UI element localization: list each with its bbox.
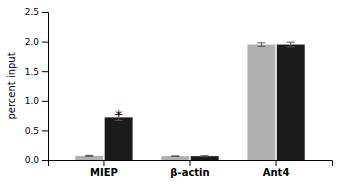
y-axis: 0.0 0.5 1.0 1.5 2.0 2.5 bbox=[25, 7, 49, 165]
y-tick-label: 1.0 bbox=[25, 96, 40, 106]
y-tick: 2.5 bbox=[25, 7, 48, 17]
plot: 0.0 0.5 1.0 1.5 2.0 2.5 MIEP β-actin Ant4 * bbox=[25, 7, 333, 178]
chart: 0.0 0.5 1.0 1.5 2.0 2.5 MIEP β-actin Ant4 * percen… bbox=[0, 0, 342, 184]
annotation: * bbox=[115, 107, 122, 123]
x-tick-mark bbox=[190, 160, 191, 166]
bar bbox=[161, 156, 189, 160]
x-tick: MIEP bbox=[90, 160, 118, 178]
x-tick: β-actin bbox=[170, 160, 209, 178]
y-tick-mark bbox=[42, 130, 48, 131]
y-tick-mark bbox=[42, 12, 48, 13]
x-tick-mark bbox=[103, 160, 104, 166]
x-axis-line bbox=[49, 161, 333, 167]
x-tick-label: β-actin bbox=[170, 167, 209, 178]
y-tick: 0.5 bbox=[25, 126, 48, 136]
y-tick-mark bbox=[42, 42, 48, 43]
y-tick-mark bbox=[42, 71, 48, 72]
bar bbox=[277, 45, 305, 160]
x-tick-mark bbox=[276, 160, 277, 166]
error-bar bbox=[85, 155, 93, 157]
error-bar bbox=[171, 155, 179, 157]
bar bbox=[191, 156, 219, 160]
series bbox=[105, 42, 305, 160]
x-tick: Ant4 bbox=[263, 160, 290, 178]
y-axis-title: percent input bbox=[6, 52, 17, 119]
y-tick-label: 2.0 bbox=[25, 37, 40, 47]
y-axis-line bbox=[42, 13, 49, 161]
bar bbox=[247, 45, 275, 160]
y-tick: 1.0 bbox=[25, 96, 48, 106]
y-tick-mark bbox=[42, 101, 48, 102]
y-tick-label: 1.5 bbox=[25, 67, 39, 77]
x-axis: MIEP β-actin Ant4 bbox=[49, 160, 333, 178]
error-bar bbox=[201, 155, 209, 157]
y-tick-label: 0.5 bbox=[25, 126, 39, 136]
marks bbox=[75, 42, 304, 160]
y-tick: 2.0 bbox=[25, 37, 48, 47]
series bbox=[75, 43, 275, 160]
bar bbox=[105, 117, 133, 160]
error-bar bbox=[257, 43, 265, 47]
x-tick-label: MIEP bbox=[90, 167, 118, 178]
y-tick-mark bbox=[42, 160, 48, 161]
x-tick-label: Ant4 bbox=[263, 167, 290, 178]
error-bar bbox=[287, 42, 295, 47]
y-tick: 0.0 bbox=[25, 155, 48, 165]
bar bbox=[75, 156, 103, 160]
y-tick: 1.5 bbox=[25, 67, 48, 77]
y-tick-label: 2.5 bbox=[25, 7, 39, 17]
y-tick-label: 0.0 bbox=[25, 155, 40, 165]
